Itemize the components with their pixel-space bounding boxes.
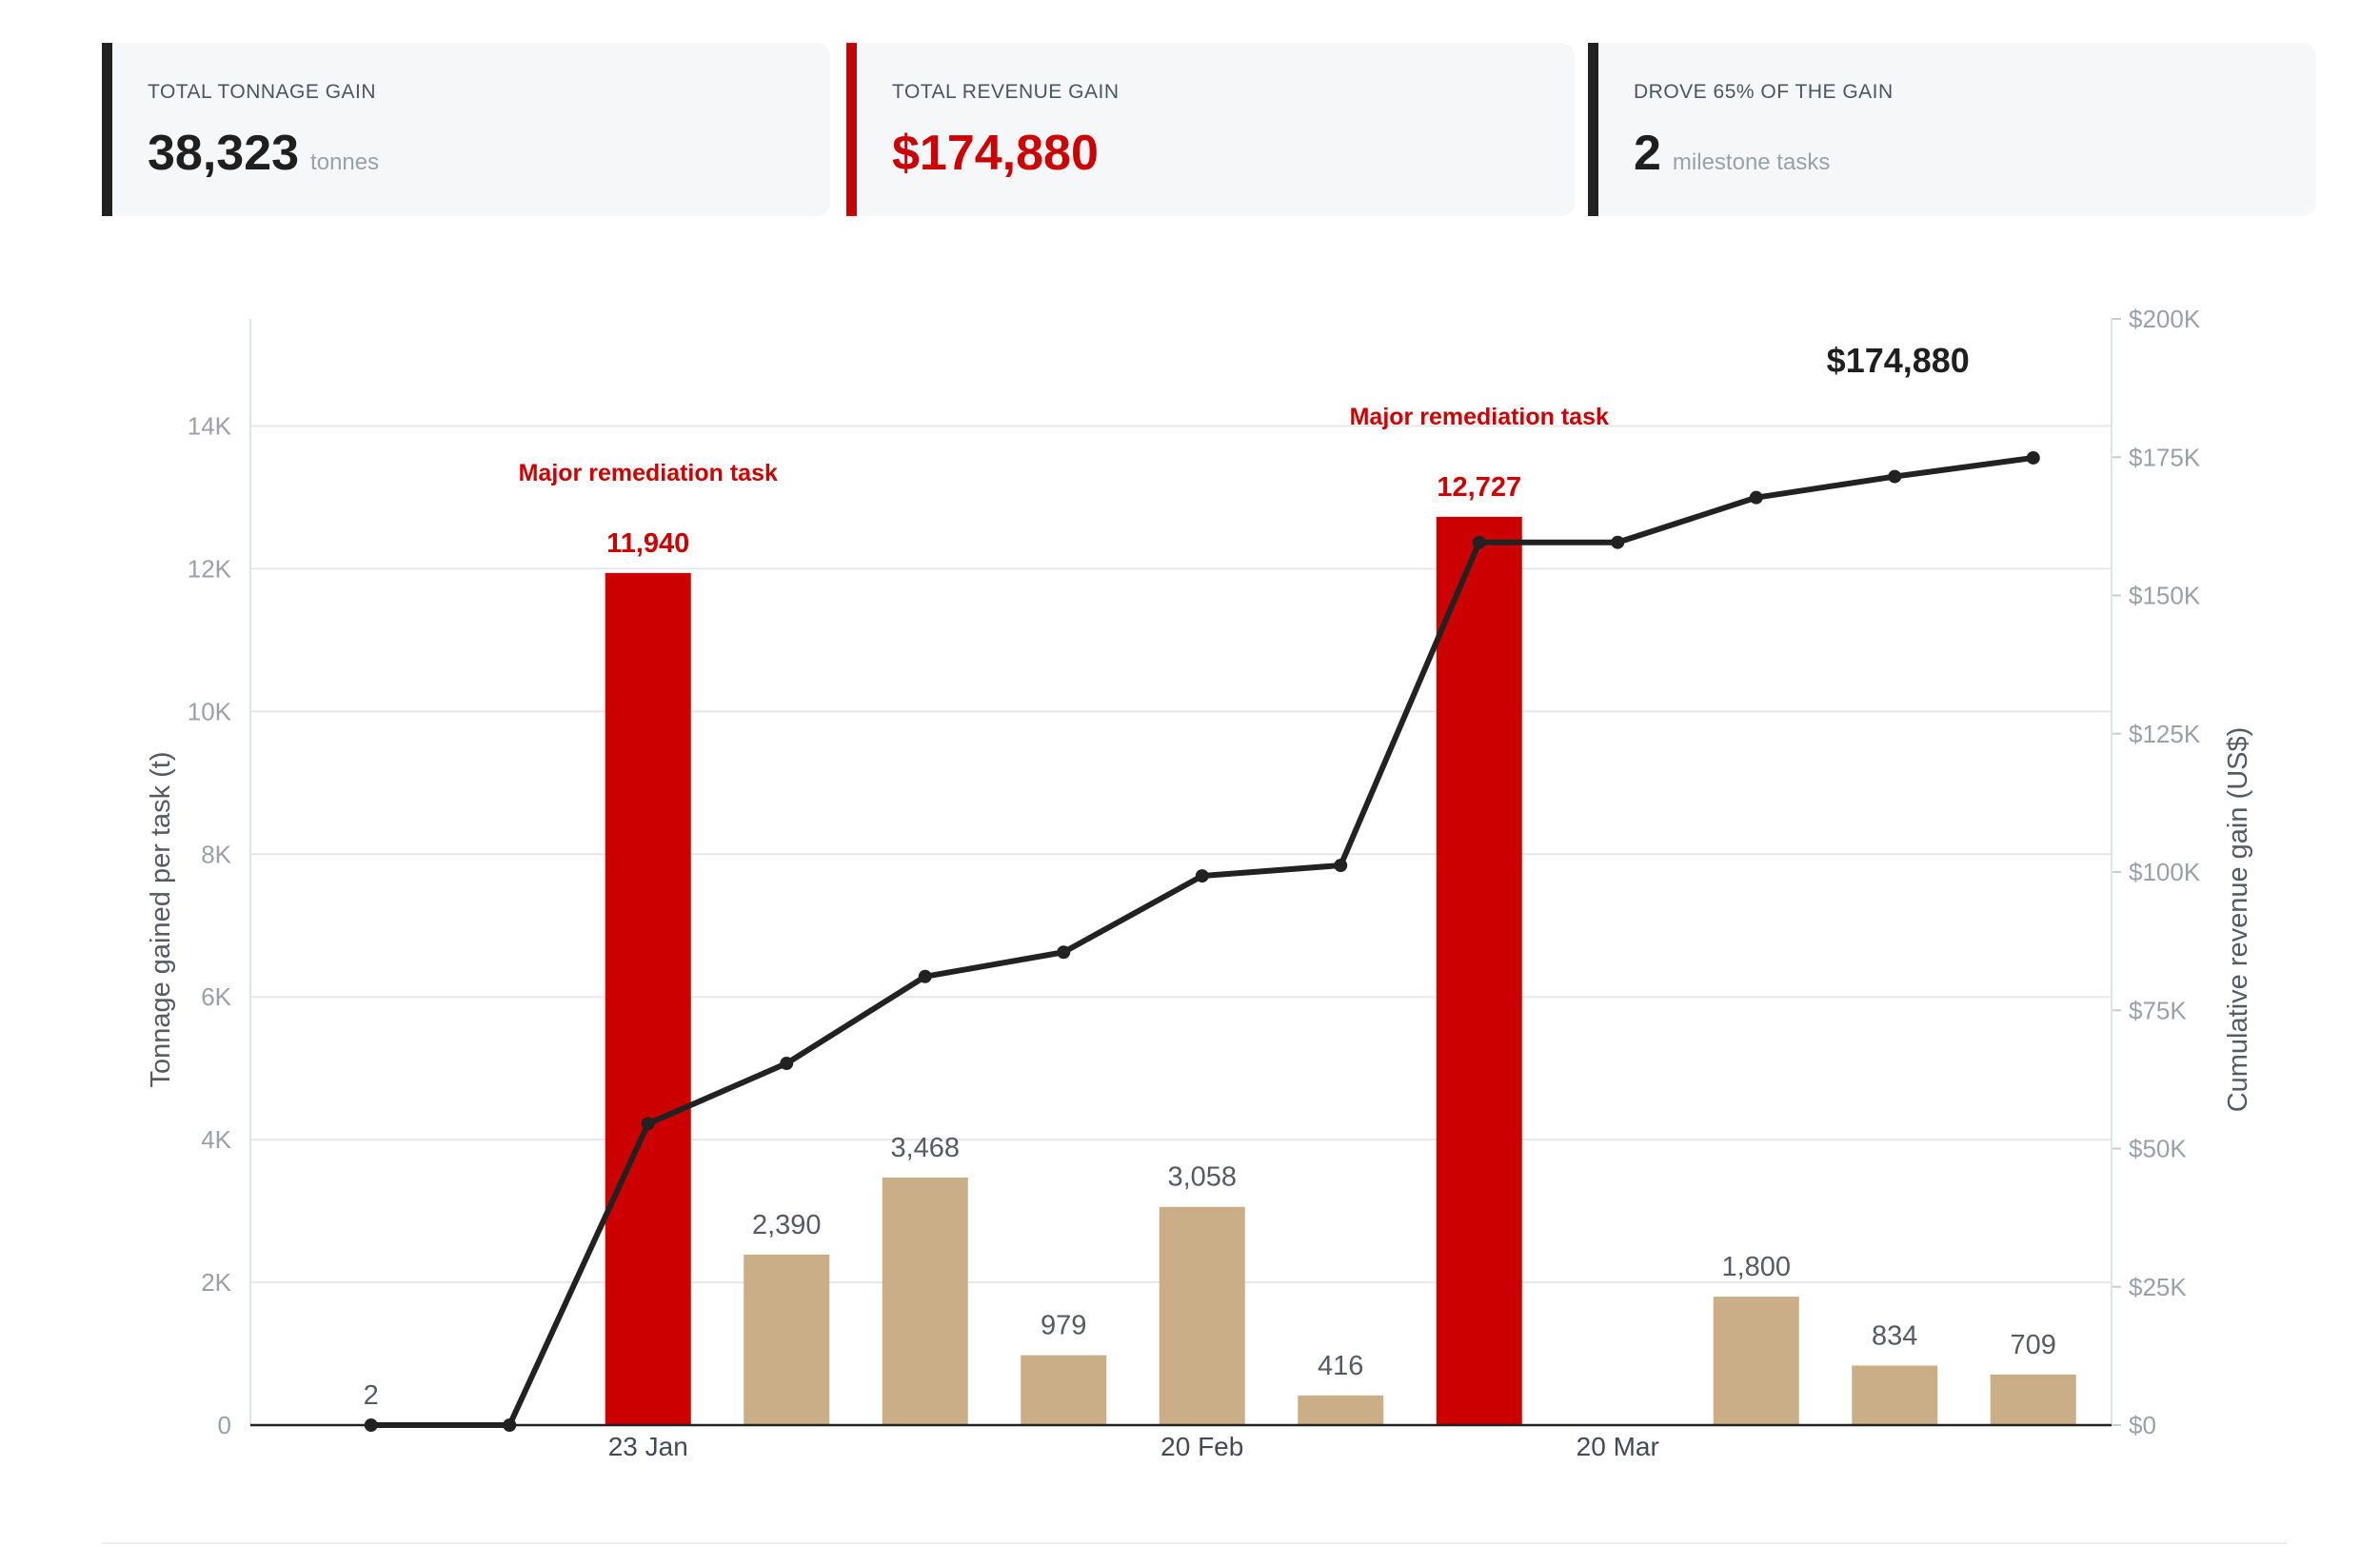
y-tick-label: 10K — [188, 697, 232, 725]
kpi-accent-bar — [846, 43, 857, 216]
revenue-point — [503, 1418, 517, 1432]
y-axis-title: Tonnage gained per task (t) — [146, 751, 176, 1087]
kpi-unit: tonnes — [310, 149, 380, 175]
kpi-label: TOTAL REVENUE GAIN — [892, 81, 1120, 103]
bottom-divider — [102, 1542, 2288, 1544]
bar — [1713, 1297, 1799, 1425]
kpi-number: 38,323 — [148, 126, 300, 181]
y-tick-label: 4K — [201, 1125, 231, 1154]
kpi-card-revenue: TOTAL REVENUE GAIN $174,880 — [846, 43, 1575, 216]
kpi-unit: milestone tasks — [1672, 149, 1831, 175]
data-label: 1,800 — [1721, 1252, 1791, 1282]
kpi-card-milestones: DROVE 65% OF THE GAIN 2 milestone tasks — [1588, 43, 2316, 216]
y2-tick-label: $100K — [2129, 858, 2201, 886]
y2-tick-label: $150K — [2129, 582, 2201, 610]
kpi-row: TOTAL TONNAGE GAIN 38,323 tonnes TOTAL RE… — [102, 43, 2316, 216]
revenue-point — [1472, 535, 1486, 549]
data-label: 979 — [1041, 1311, 1086, 1341]
data-label: 3,468 — [890, 1133, 960, 1163]
revenue-end-label: $174,880 — [1827, 341, 1970, 380]
kpi-number: $174,880 — [892, 126, 1099, 181]
data-label: 2 — [364, 1380, 379, 1411]
revenue-point — [1195, 869, 1209, 883]
y-tick-label: 6K — [201, 982, 231, 1011]
x-tick-label: 23 Jan — [608, 1432, 688, 1461]
revenue-point — [2026, 450, 2040, 465]
revenue-point — [364, 1418, 378, 1432]
revenue-point — [780, 1057, 794, 1071]
data-label: 11,940 — [606, 528, 689, 559]
bar — [1990, 1374, 2076, 1425]
y2-tick-label: $125K — [2129, 720, 2201, 748]
data-label: 12,727 — [1437, 472, 1521, 503]
bar — [1852, 1365, 1938, 1425]
y2-axis-title: Cumulative revenue gain (US$) — [2223, 727, 2253, 1113]
y2-tick-label: $0 — [2129, 1411, 2156, 1439]
kpi-accent-bar — [102, 43, 112, 216]
data-label: 709 — [2011, 1330, 2056, 1360]
y-tick-label: 14K — [188, 411, 232, 440]
kpi-number: 2 — [1634, 126, 1661, 181]
bar — [882, 1178, 968, 1425]
y2-tick-label: $175K — [2129, 443, 2201, 471]
kpi-accent-bar — [1588, 43, 1598, 216]
bar — [1298, 1395, 1384, 1425]
revenue-point — [1334, 859, 1348, 873]
y-tick-label: 2K — [201, 1268, 231, 1297]
kpi-value: $174,880 — [892, 125, 1099, 182]
revenue-point — [1749, 490, 1763, 505]
revenue-point — [641, 1117, 655, 1131]
bar — [1021, 1355, 1107, 1425]
y2-tick-label: $50K — [2129, 1135, 2187, 1163]
y2-tick-label: $25K — [2129, 1273, 2187, 1301]
y-tick-label: 0 — [218, 1411, 231, 1439]
revenue-point — [1057, 945, 1071, 960]
data-label: 2,390 — [752, 1210, 822, 1240]
data-label: 416 — [1318, 1351, 1363, 1381]
y-tick-label: 12K — [188, 554, 232, 583]
y-tick-label: 8K — [201, 840, 231, 868]
y2-tick-label: $75K — [2129, 996, 2187, 1024]
kpi-card-tonnage: TOTAL TONNAGE GAIN 38,323 tonnes — [102, 43, 830, 216]
annotation-label: Major remediation task — [519, 460, 778, 486]
y2-tick-label: $200K — [2129, 305, 2201, 333]
bar-major — [1436, 516, 1522, 1425]
x-tick-label: 20 Mar — [1577, 1432, 1659, 1461]
bar — [1159, 1206, 1245, 1425]
bar — [744, 1254, 830, 1425]
kpi-value: 2 milestone tasks — [1634, 125, 1830, 182]
kpi-label: TOTAL TONNAGE GAIN — [148, 81, 377, 103]
revenue-point — [918, 969, 932, 983]
kpi-value: 38,323 tonnes — [148, 125, 379, 182]
annotation-label: Major remediation task — [1350, 404, 1609, 430]
data-label: 834 — [1872, 1320, 1917, 1351]
kpi-label: DROVE 65% OF THE GAIN — [1634, 81, 1894, 103]
revenue-point — [1611, 535, 1625, 549]
x-tick-label: 20 Feb — [1160, 1432, 1243, 1461]
data-label: 3,058 — [1167, 1162, 1237, 1193]
bar-major — [605, 572, 691, 1425]
revenue-point — [1888, 469, 1902, 484]
